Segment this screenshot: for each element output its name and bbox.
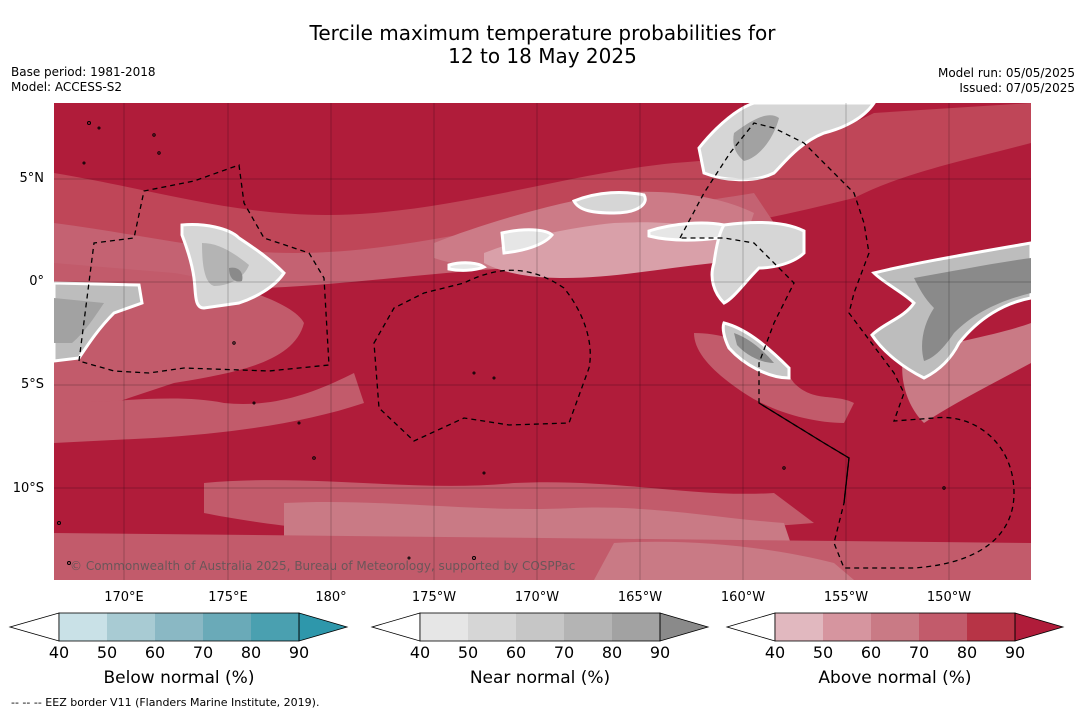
colorbar-above [725,612,1065,642]
cb-near-tick: 90 [649,643,671,662]
colorbar-title-near: Near normal (%) [469,668,611,688]
model-run: Model run: 05/05/2025 [937,66,1075,80]
lon-label-150w: 150°W [926,590,972,605]
colorbar-near [370,612,710,642]
issued-date: Issued: 07/05/2025 [959,81,1075,95]
title-line-2: 12 to 18 May 2025 [448,44,637,68]
base-period: Base period: 1981-2018 [11,65,156,79]
cb-near-tick: 70 [553,643,575,662]
cb-above-tick: 90 [1004,643,1026,662]
cb-above-tick: 50 [812,643,834,662]
cb-near-tick: 40 [409,643,431,662]
above-normal-bands [54,103,1031,580]
lon-label-155w: 155°W [823,590,869,605]
lon-label-175e: 175°E [208,590,248,605]
cb-below-tick: 40 [48,643,70,662]
map-svg [54,103,1031,580]
cb-near-tick: 80 [601,643,623,662]
colorbar-title-above: Above normal (%) [818,668,972,688]
cb-below-tick: 50 [96,643,118,662]
cb-above-tick: 70 [908,643,930,662]
eez-footnote: -- -- -- EEZ border V11 (Flanders Marine… [11,696,320,709]
cb-above-tick: 60 [860,643,882,662]
chart-title: Tercile maximum temperature probabilitie… [0,22,1085,68]
lat-label-0: 0° [29,274,44,289]
graticule [54,103,1031,580]
cb-near-tick: 50 [457,643,479,662]
islands [57,121,946,565]
lat-label-10s: 10°S [12,481,44,496]
probability-map[interactable] [54,103,1031,580]
lat-label-5n: 5°N [19,171,45,186]
cb-near-tick: 60 [505,643,527,662]
eez-solid-border [758,402,850,504]
meta-right: Model run: 05/05/2025 Issued: 07/05/2025 [938,66,1075,96]
cb-below-tick: 90 [288,643,310,662]
lon-label-165w: 165°W [617,590,663,605]
cb-below-tick: 70 [192,643,214,662]
lat-label-5s: 5°S [20,377,44,392]
lon-label-170e: 170°E [104,590,144,605]
meta-left: Base period: 1981-2018 Model: ACCESS-S2 [11,65,156,95]
cb-below-tick: 80 [240,643,262,662]
cb-above-tick: 80 [956,643,978,662]
copyright-note: © Commonwealth of Australia 2025, Bureau… [70,559,576,573]
cb-above-tick: 40 [764,643,786,662]
cb-below-tick: 60 [144,643,166,662]
lon-label-175w: 175°W [411,590,457,605]
colorbar-below [8,612,349,642]
colorbars-svg [8,612,1065,642]
title-line-1: Tercile maximum temperature probabilitie… [309,21,776,45]
lon-label-180: 180° [315,590,347,605]
lon-label-160w: 160°W [720,590,766,605]
near-normal-regions [54,103,1031,380]
lon-label-170w: 170°W [514,590,560,605]
model-name: Model: ACCESS-S2 [11,80,123,94]
colorbar-title-below: Below normal (%) [103,668,255,688]
